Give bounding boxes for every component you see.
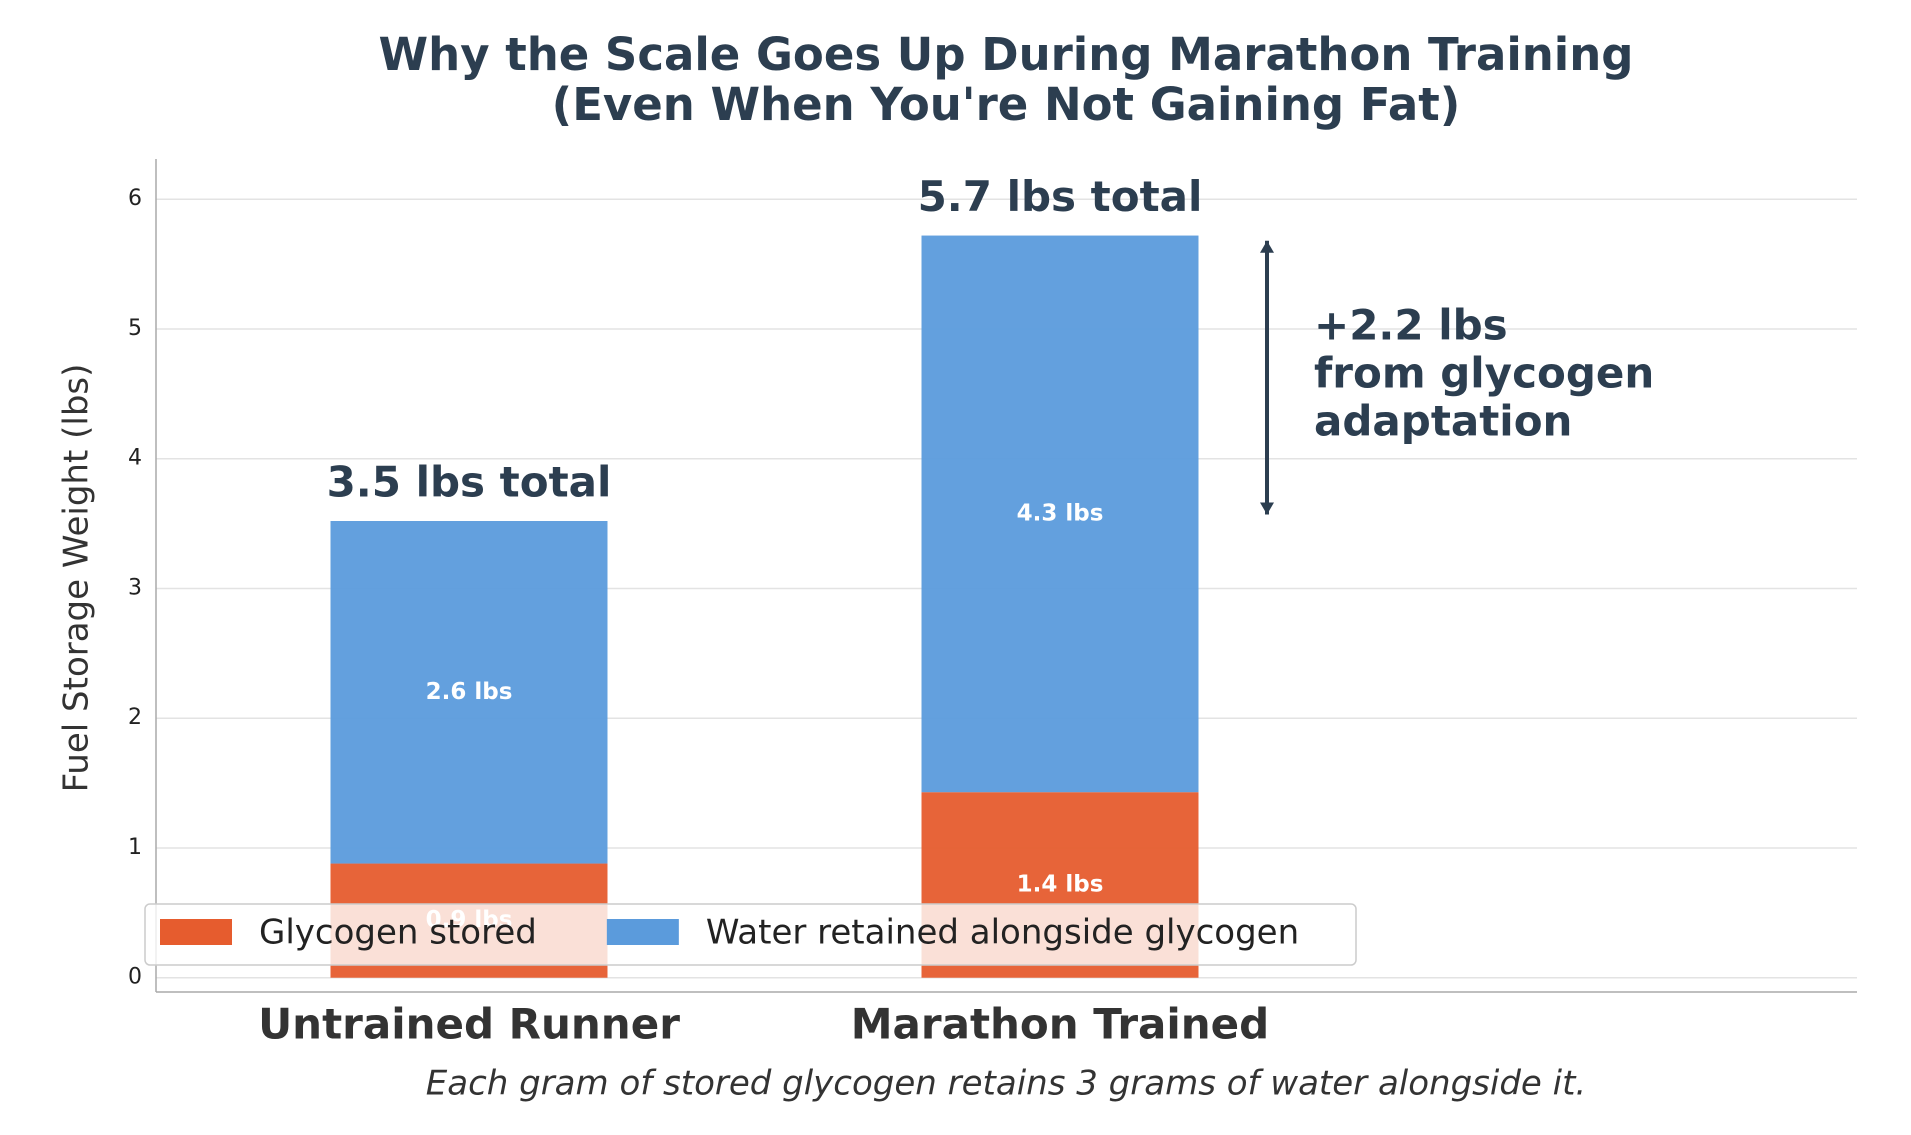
total-label: 5.7 lbs total (918, 172, 1203, 221)
y-tick-label: 0 (128, 965, 142, 990)
segment-label: 1.4 lbs (1017, 871, 1104, 897)
total-label: 3.5 lbs total (327, 458, 612, 507)
y-tick-label: 5 (128, 316, 142, 341)
annotation-text: +2.2 lbs (1314, 301, 1508, 350)
y-tick-label: 4 (128, 446, 142, 471)
bar-segment (921, 235, 1199, 793)
chart-title: Why the Scale Goes Up During Marathon Tr… (379, 28, 1634, 81)
legend-label: Glycogen stored (259, 913, 537, 953)
annotation-text: adaptation (1314, 397, 1572, 446)
legend-swatch (160, 919, 232, 945)
segment-label: 2.6 lbs (426, 679, 513, 705)
y-axis-label: Fuel Storage Weight (lbs) (57, 364, 97, 793)
chart-title: (Even When You're Not Gaining Fat) (552, 78, 1461, 131)
x-tick-label: Marathon Trained (851, 1000, 1269, 1049)
legend-swatch (606, 919, 679, 945)
legend: Glycogen stored Water retained alongside … (144, 903, 1357, 966)
y-tick-label: 1 (128, 835, 142, 860)
arrow-head (1260, 240, 1274, 253)
y-tick-label: 3 (128, 575, 142, 600)
bar-segment (330, 521, 608, 864)
annotation-text: from glycogen (1314, 349, 1654, 398)
y-tick-label: 6 (128, 186, 142, 211)
y-tick-label: 2 (128, 705, 142, 730)
x-tick-label: Untrained Runner (258, 1000, 680, 1049)
arrow-head (1260, 502, 1274, 515)
footnote: Each gram of stored glycogen retains 3 g… (426, 1064, 1586, 1104)
segment-label: 4.3 lbs (1017, 500, 1104, 526)
legend-box (144, 903, 1357, 966)
legend-label: Water retained alongside glycogen (706, 913, 1299, 953)
